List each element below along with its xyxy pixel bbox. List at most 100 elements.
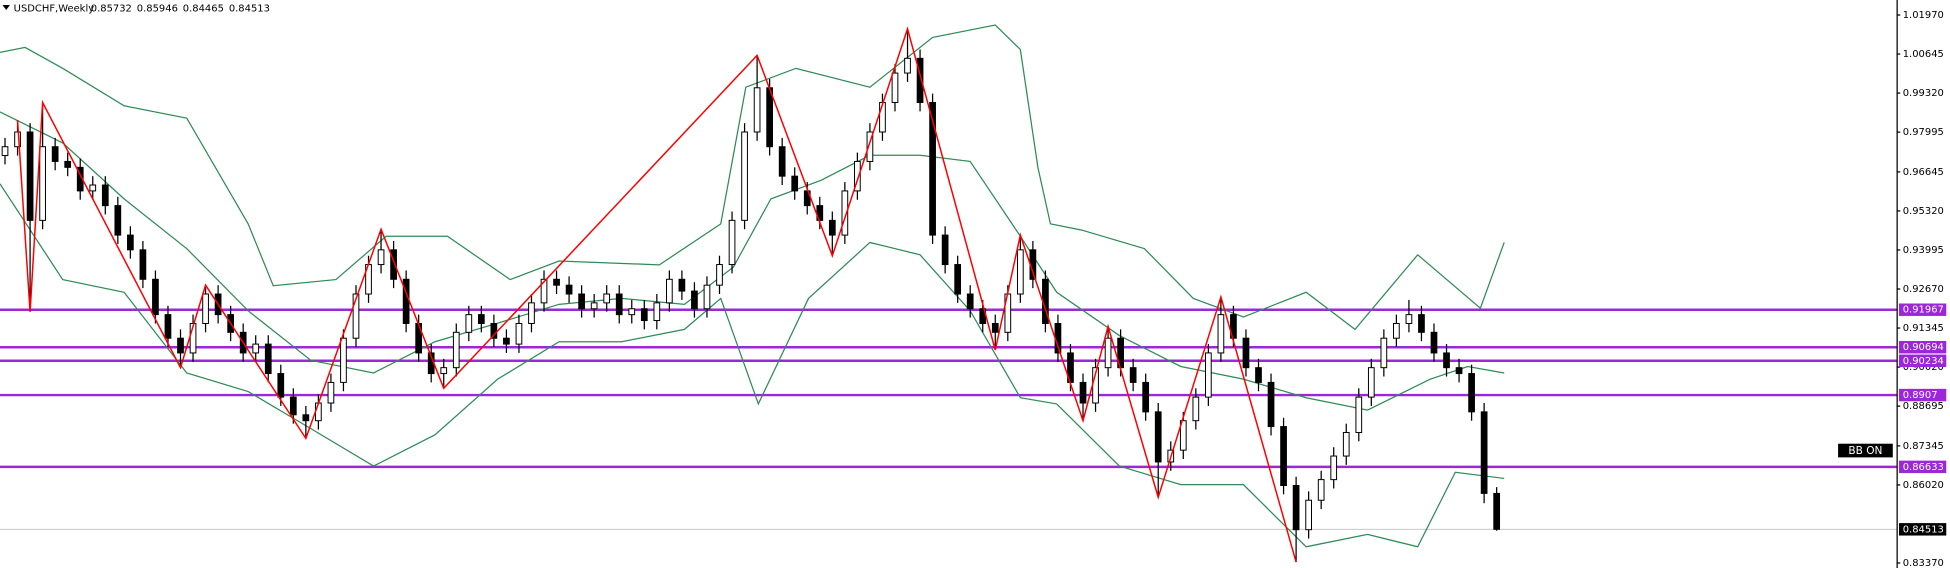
- candle-body: [1079, 381, 1087, 404]
- y-tick-label: 0.96645: [1903, 167, 1944, 178]
- candle-body: [340, 337, 347, 383]
- candle-body: [891, 72, 899, 104]
- candle-body: [1418, 314, 1425, 333]
- candle-body: [490, 322, 498, 339]
- y-tick-label: 1.00645: [1903, 49, 1944, 60]
- y-tick-label: 0.91345: [1903, 323, 1944, 334]
- candle-body: [1330, 455, 1338, 481]
- candle-body: [164, 314, 172, 339]
- candle-body: [26, 131, 34, 221]
- level-label: 0.90694: [1903, 342, 1944, 353]
- candle-body: [202, 293, 209, 324]
- candle-body: [766, 87, 773, 148]
- candle-body: [1292, 485, 1300, 531]
- candle-body: [1242, 337, 1250, 369]
- candle-body: [1267, 381, 1275, 428]
- y-tick-label: 0.88695: [1903, 401, 1944, 412]
- y-tick-label: 0.83370: [1903, 558, 1944, 568]
- candle-body: [1, 146, 9, 157]
- level-label-box: [1899, 354, 1947, 367]
- candle-body: [929, 102, 936, 236]
- level-label: 0.91967: [1903, 305, 1944, 316]
- candle-body: [1367, 367, 1375, 398]
- candle-body: [1380, 337, 1388, 369]
- candle-body: [465, 314, 473, 333]
- candle-body: [1142, 381, 1150, 413]
- candle-body: [1430, 331, 1438, 354]
- annotation-box: [1838, 443, 1893, 458]
- y-tick-label: 0.97995: [1903, 127, 1944, 138]
- candle-body: [390, 249, 397, 280]
- candle-body: [1179, 420, 1187, 451]
- candle-body: [991, 322, 999, 333]
- candle-body: [127, 234, 134, 251]
- candle-body: [666, 278, 673, 304]
- candle-body: [139, 249, 147, 280]
- candle-body: [377, 249, 385, 266]
- candle-body: [277, 373, 285, 398]
- candle-body: [1480, 411, 1488, 494]
- candle-body: [289, 396, 297, 416]
- candle-body: [327, 381, 335, 404]
- candle-body: [1154, 411, 1162, 463]
- candle-body: [703, 284, 711, 310]
- candle-body: [553, 278, 560, 286]
- candle-body: [503, 337, 510, 345]
- candle-body: [828, 219, 836, 236]
- header-low: 0.84465: [183, 4, 224, 15]
- candle-body: [578, 293, 585, 310]
- candle-body: [741, 131, 748, 221]
- candle-body: [352, 293, 360, 339]
- candle-body: [14, 131, 21, 148]
- header-open: 0.85732: [91, 4, 132, 15]
- candle-body: [1405, 314, 1413, 324]
- y-tick-label: 0.86020: [1903, 480, 1944, 491]
- candle-body: [879, 102, 886, 133]
- candle-body: [966, 293, 974, 310]
- candle-body: [904, 57, 911, 74]
- candle-body: [778, 146, 786, 177]
- candle-body: [264, 343, 272, 375]
- candle-body: [452, 331, 460, 369]
- candle-body: [1493, 492, 1501, 530]
- level-label-box: [1899, 388, 1947, 402]
- candle-body: [1230, 314, 1237, 339]
- y-tick-label: 0.99320: [1903, 88, 1944, 99]
- candle-body: [565, 284, 573, 295]
- candle-body: [1016, 249, 1024, 295]
- candle-body: [916, 57, 924, 104]
- candle-body: [653, 302, 661, 322]
- zigzag-line: [16, 26, 1297, 563]
- candle-body: [628, 308, 636, 316]
- last-price-label: 0.84513: [1903, 524, 1944, 535]
- header-close: 0.84513: [229, 4, 270, 15]
- candle-body: [1129, 367, 1137, 383]
- level-label: 0.8907: [1903, 390, 1938, 401]
- candle-body: [866, 131, 874, 162]
- candle-body: [954, 264, 962, 295]
- candle-body: [678, 278, 686, 292]
- candle-body: [716, 264, 723, 286]
- candle-body: [515, 322, 523, 345]
- candle-body: [540, 278, 548, 304]
- y-tick-label: 0.93995: [1903, 245, 1944, 256]
- level-label-box: [1899, 460, 1947, 474]
- candle-body: [791, 175, 799, 192]
- y-tick-label: 0.90020: [1903, 362, 1944, 373]
- candle-body: [1255, 367, 1262, 383]
- level-label: 0.86633: [1903, 462, 1944, 473]
- candle-body: [477, 314, 485, 324]
- candle-body: [1355, 396, 1363, 433]
- candle-body: [590, 302, 598, 310]
- candle-body: [51, 146, 59, 162]
- candle-body: [1393, 322, 1400, 339]
- candle-body: [841, 190, 849, 236]
- bollinger-band: [0, 183, 1505, 548]
- candle-body: [152, 278, 159, 316]
- candle-body: [1342, 431, 1350, 457]
- header-symbol: USDCHF,Weekly: [14, 4, 95, 15]
- level-label-box: [1899, 341, 1947, 354]
